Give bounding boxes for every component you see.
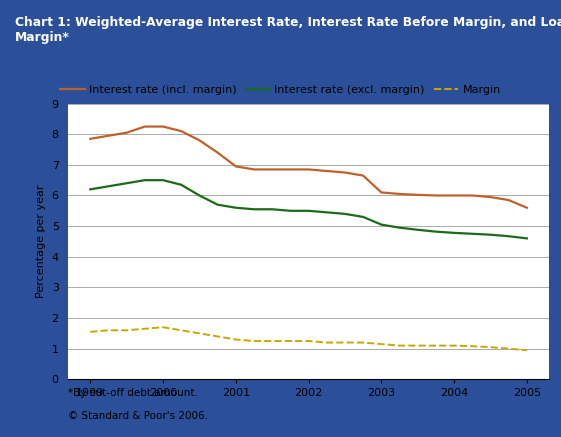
Text: *By cut-off debt amount.: *By cut-off debt amount. <box>68 388 199 398</box>
Legend: Interest rate (incl. margin), Interest rate (excl. margin), Margin: Interest rate (incl. margin), Interest r… <box>56 81 505 100</box>
Text: © Standard & Poor's 2006.: © Standard & Poor's 2006. <box>68 411 209 421</box>
Text: Chart 1: Weighted-Average Interest Rate, Interest Rate Before Margin, and Loan
M: Chart 1: Weighted-Average Interest Rate,… <box>15 16 561 44</box>
Y-axis label: Percentage per year: Percentage per year <box>36 185 46 298</box>
